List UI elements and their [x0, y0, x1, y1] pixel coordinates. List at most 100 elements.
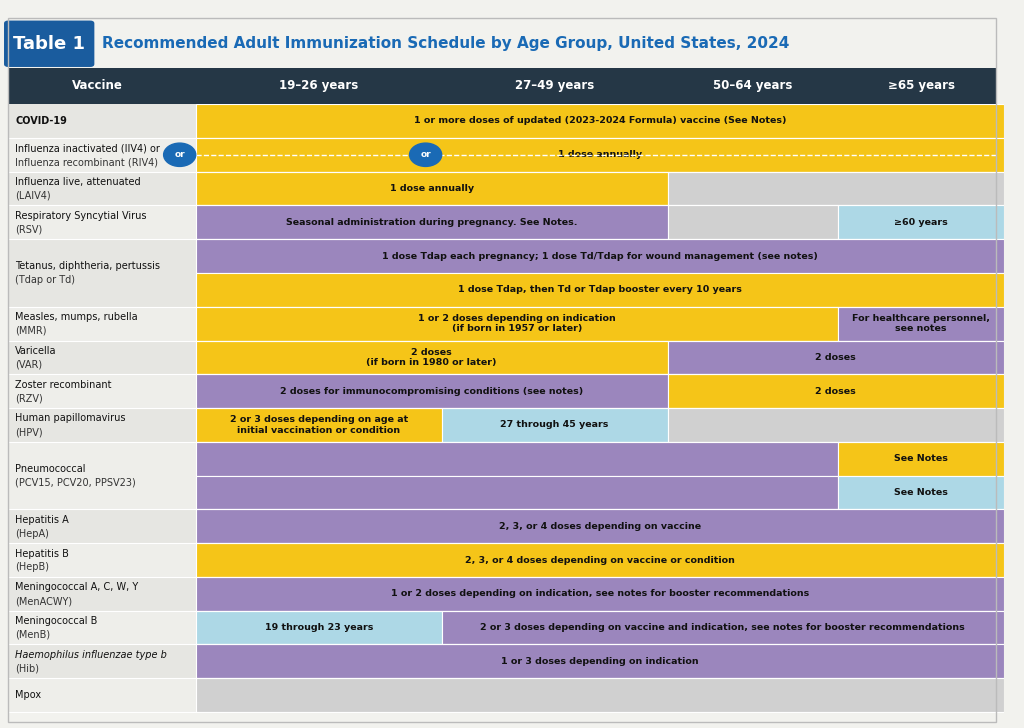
Bar [8, 205, 196, 240]
Bar [668, 341, 1004, 374]
Text: Influenza inactivated (IIV4) or: Influenza inactivated (IIV4) or [15, 143, 160, 153]
Text: 2 or 3 doses depending on age at
initial vaccination or condition: 2 or 3 doses depending on age at initial… [229, 415, 408, 435]
Bar [8, 172, 196, 205]
Bar [839, 205, 1004, 240]
Text: 1 or 3 doses depending on indication: 1 or 3 doses depending on indication [501, 657, 698, 666]
Text: 2, 3, or 4 doses depending on vaccine or condition: 2, 3, or 4 doses depending on vaccine or… [465, 555, 735, 564]
Text: (RZV): (RZV) [15, 393, 43, 403]
Bar [839, 306, 1004, 341]
Bar [196, 611, 441, 644]
Text: 1 or 2 doses depending on indication, see notes for booster recommendations: 1 or 2 doses depending on indication, se… [391, 590, 809, 598]
Text: (HPV): (HPV) [15, 427, 43, 438]
Text: ≥65 years: ≥65 years [888, 79, 954, 92]
Text: Varicella: Varicella [15, 346, 56, 356]
Bar [8, 510, 196, 543]
Bar [196, 341, 668, 374]
Text: Mpox: Mpox [15, 690, 41, 700]
FancyBboxPatch shape [4, 20, 94, 67]
Text: Hepatitis B: Hepatitis B [15, 548, 69, 558]
Text: 2 or 3 doses depending on vaccine and indication, see notes for booster recommen: 2 or 3 doses depending on vaccine and in… [480, 623, 966, 632]
Bar [196, 240, 1004, 273]
Text: (RSV): (RSV) [15, 225, 42, 234]
Text: 19–26 years: 19–26 years [280, 79, 358, 92]
Text: ≥60 years: ≥60 years [894, 218, 948, 227]
Text: Hepatitis A: Hepatitis A [15, 515, 69, 525]
Text: or: or [420, 150, 431, 159]
Bar [196, 205, 668, 240]
Bar [668, 205, 839, 240]
Text: For healthcare personnel,
see notes: For healthcare personnel, see notes [852, 314, 990, 333]
Text: 19 through 23 years: 19 through 23 years [264, 623, 373, 632]
Bar [8, 644, 196, 678]
Bar [196, 678, 1004, 712]
Text: Influenza recombinant (RIV4): Influenza recombinant (RIV4) [15, 157, 158, 167]
Text: (PCV15, PCV20, PPSV23): (PCV15, PCV20, PPSV23) [15, 478, 136, 488]
Bar [441, 611, 1004, 644]
Bar [8, 306, 196, 341]
Bar [196, 138, 1004, 172]
Text: See Notes: See Notes [894, 488, 948, 497]
Text: (VAR): (VAR) [15, 360, 42, 370]
Bar [8, 240, 196, 306]
Bar [196, 104, 1004, 138]
Bar [196, 543, 1004, 577]
Text: (MenACWY): (MenACWY) [15, 596, 72, 606]
Bar [196, 408, 441, 442]
Bar [668, 408, 1004, 442]
Text: 1 dose annually: 1 dose annually [558, 150, 642, 159]
Text: Vaccine: Vaccine [73, 79, 123, 92]
Text: (MMR): (MMR) [15, 326, 46, 336]
Text: COVID-19: COVID-19 [15, 116, 67, 126]
Bar [196, 644, 1004, 678]
Text: 1 dose Tdap, then Td or Tdap booster every 10 years: 1 dose Tdap, then Td or Tdap booster eve… [458, 285, 741, 294]
Text: 2 doses for immunocompromising conditions (see notes): 2 doses for immunocompromising condition… [280, 387, 584, 396]
Bar [196, 172, 668, 205]
Text: (MenB): (MenB) [15, 630, 50, 640]
Text: 1 dose Tdap each pregnancy; 1 dose Td/Tdap for wound management (see notes): 1 dose Tdap each pregnancy; 1 dose Td/Td… [382, 252, 818, 261]
Text: Tetanus, diphtheria, pertussis: Tetanus, diphtheria, pertussis [15, 261, 160, 272]
Text: 2, 3, or 4 doses depending on vaccine: 2, 3, or 4 doses depending on vaccine [499, 522, 700, 531]
Bar [196, 306, 839, 341]
Bar [839, 442, 1004, 475]
Circle shape [164, 143, 196, 167]
Text: Influenza live, attenuated: Influenza live, attenuated [15, 177, 140, 187]
Bar [8, 678, 196, 712]
Bar [196, 374, 668, 408]
Bar [8, 577, 196, 611]
Text: 2 doses: 2 doses [815, 353, 856, 362]
Text: or: or [174, 150, 185, 159]
Text: 1 or more doses of updated (2023-2024 Formula) vaccine (See Notes): 1 or more doses of updated (2023-2024 Fo… [414, 116, 786, 125]
Bar [8, 408, 196, 442]
Bar [196, 442, 839, 475]
Text: Respiratory Syncytial Virus: Respiratory Syncytial Virus [15, 211, 146, 221]
Bar [8, 341, 196, 374]
Bar [668, 172, 1004, 205]
Text: (Tdap or Td): (Tdap or Td) [15, 275, 75, 285]
Text: (Hib): (Hib) [15, 664, 39, 673]
Bar [8, 68, 995, 104]
Bar [196, 475, 839, 510]
Text: Human papillomavirus: Human papillomavirus [15, 414, 126, 424]
Bar [8, 442, 196, 510]
Text: (HepA): (HepA) [15, 529, 49, 539]
Text: Table 1: Table 1 [13, 35, 85, 52]
Bar [196, 510, 1004, 543]
Text: (LAIV4): (LAIV4) [15, 191, 50, 201]
Text: Recommended Adult Immunization Schedule by Age Group, United States, 2024: Recommended Adult Immunization Schedule … [102, 36, 790, 51]
Text: See Notes: See Notes [894, 454, 948, 463]
Text: Zoster recombinant: Zoster recombinant [15, 379, 112, 389]
Bar [839, 475, 1004, 510]
Text: Measles, mumps, rubella: Measles, mumps, rubella [15, 312, 137, 322]
Text: Meningococcal A, C, W, Y: Meningococcal A, C, W, Y [15, 582, 138, 593]
Text: 1 or 2 doses depending on indication
(if born in 1957 or later): 1 or 2 doses depending on indication (if… [418, 314, 615, 333]
Text: Haemophilus influenzae type b: Haemophilus influenzae type b [15, 650, 167, 660]
Text: (HepB): (HepB) [15, 562, 49, 572]
Bar [441, 408, 668, 442]
Text: 1 dose annually: 1 dose annually [389, 184, 474, 193]
Circle shape [410, 143, 441, 167]
Text: 50–64 years: 50–64 years [713, 79, 793, 92]
Bar [8, 543, 196, 577]
Text: Meningococcal B: Meningococcal B [15, 616, 97, 626]
Text: Pneumococcal: Pneumococcal [15, 464, 86, 474]
Bar [8, 104, 196, 138]
